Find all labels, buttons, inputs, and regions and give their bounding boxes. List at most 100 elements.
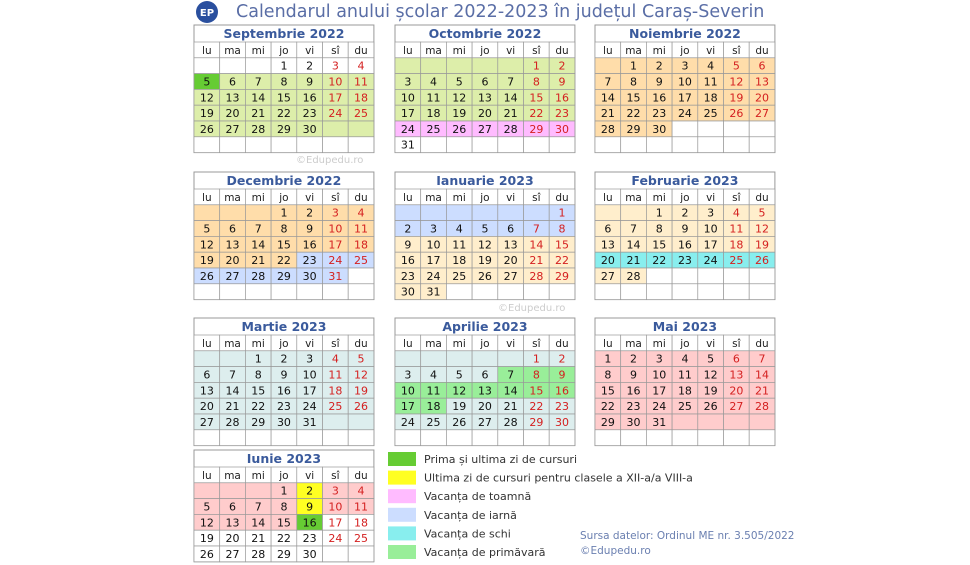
day: 5 bbox=[733, 60, 740, 73]
day-cell bbox=[446, 57, 473, 74]
day-cell bbox=[347, 283, 375, 300]
weekday: lu bbox=[202, 338, 212, 350]
day: 30 bbox=[277, 416, 291, 429]
day: 2 bbox=[559, 60, 566, 73]
day: 13 bbox=[504, 238, 518, 251]
day: 15 bbox=[277, 91, 291, 104]
day-cell bbox=[446, 350, 473, 367]
day: 1 bbox=[630, 60, 637, 73]
day: 18 bbox=[328, 384, 342, 397]
legend-swatch bbox=[388, 452, 416, 466]
day-cell bbox=[347, 267, 375, 285]
day: 16 bbox=[555, 91, 569, 104]
day-cell bbox=[420, 350, 447, 367]
day-cell bbox=[748, 120, 776, 138]
day: 3 bbox=[404, 369, 411, 382]
day: 17 bbox=[303, 384, 317, 397]
legend-label: Vacanța de toamnă bbox=[424, 490, 531, 503]
day: 8 bbox=[604, 369, 611, 382]
day: 12 bbox=[729, 76, 743, 89]
weekday: sî bbox=[532, 192, 541, 204]
day: 29 bbox=[601, 416, 615, 429]
source: Sursa datelor: Ordinul ME nr. 3.505/2022 bbox=[580, 530, 794, 542]
day-cell bbox=[697, 267, 724, 285]
day: 26 bbox=[354, 400, 368, 413]
day-cell bbox=[523, 429, 550, 446]
day: 8 bbox=[533, 369, 540, 382]
day: 4 bbox=[358, 60, 365, 73]
day-cell bbox=[446, 204, 473, 221]
day: 10 bbox=[678, 76, 692, 89]
day-cell bbox=[723, 283, 750, 300]
day: 3 bbox=[332, 207, 339, 220]
day-cell bbox=[245, 136, 272, 153]
weekday: vi bbox=[305, 470, 314, 482]
legend-label: Prima și ultima zi de cursuri bbox=[424, 453, 577, 466]
day: 10 bbox=[303, 369, 317, 382]
day: 28 bbox=[504, 416, 518, 429]
day-cell bbox=[594, 57, 622, 74]
day-cell bbox=[193, 283, 221, 300]
day: 4 bbox=[358, 485, 365, 498]
day: 9 bbox=[559, 76, 566, 89]
weekday: lu bbox=[403, 338, 413, 350]
weekday: du bbox=[555, 45, 568, 57]
day: 10 bbox=[328, 501, 342, 514]
day: 28 bbox=[504, 123, 518, 136]
day-cell bbox=[446, 283, 473, 300]
weekday: du bbox=[555, 192, 568, 204]
day: 25 bbox=[427, 416, 441, 429]
day-cell bbox=[193, 429, 221, 446]
day: 30 bbox=[627, 416, 641, 429]
weekday: jo bbox=[679, 192, 689, 204]
day: 7 bbox=[255, 223, 262, 236]
day: 10 bbox=[704, 223, 718, 236]
weekday: mi bbox=[653, 192, 666, 204]
day: 6 bbox=[507, 223, 514, 236]
month-title: Iunie 2023 bbox=[247, 451, 321, 466]
day: 17 bbox=[328, 238, 342, 251]
day: 12 bbox=[200, 238, 214, 251]
weekday: mi bbox=[653, 338, 666, 350]
day-cell bbox=[296, 429, 323, 446]
day: 7 bbox=[507, 76, 514, 89]
day-cell bbox=[347, 120, 375, 138]
day: 16 bbox=[627, 384, 641, 397]
day-cell bbox=[245, 204, 272, 221]
day: 20 bbox=[504, 254, 518, 267]
day: 5 bbox=[481, 223, 488, 236]
day: 25 bbox=[704, 107, 718, 120]
day-cell bbox=[646, 267, 673, 285]
day: 14 bbox=[529, 238, 543, 251]
watermark: ©Edupedu.ro bbox=[498, 303, 565, 314]
day: 6 bbox=[733, 353, 740, 366]
day-cell bbox=[594, 136, 622, 153]
day: 22 bbox=[277, 254, 291, 267]
day: 24 bbox=[328, 254, 342, 267]
weekday: ma bbox=[425, 192, 442, 204]
day-cell bbox=[471, 57, 499, 74]
day: 10 bbox=[328, 76, 342, 89]
day: 24 bbox=[328, 532, 342, 545]
legend-swatch bbox=[388, 526, 416, 541]
day: 21 bbox=[251, 107, 265, 120]
legend-label: Vacanța de schi bbox=[424, 527, 511, 540]
weekday: lu bbox=[603, 338, 613, 350]
watermark: ©Edupedu.ro bbox=[296, 155, 363, 166]
day-cell bbox=[394, 204, 422, 221]
day: 1 bbox=[533, 60, 540, 73]
day: 27 bbox=[755, 107, 769, 120]
day: 18 bbox=[427, 400, 441, 413]
day-cell bbox=[671, 429, 699, 446]
day: 23 bbox=[678, 254, 692, 267]
day-cell bbox=[347, 429, 375, 446]
day: 15 bbox=[277, 516, 291, 529]
day: 31 bbox=[303, 416, 317, 429]
day: 3 bbox=[306, 353, 313, 366]
day: 17 bbox=[652, 384, 666, 397]
day: 18 bbox=[427, 107, 441, 120]
day: 2 bbox=[681, 207, 688, 220]
day: 20 bbox=[226, 532, 240, 545]
day-cell bbox=[723, 136, 750, 153]
